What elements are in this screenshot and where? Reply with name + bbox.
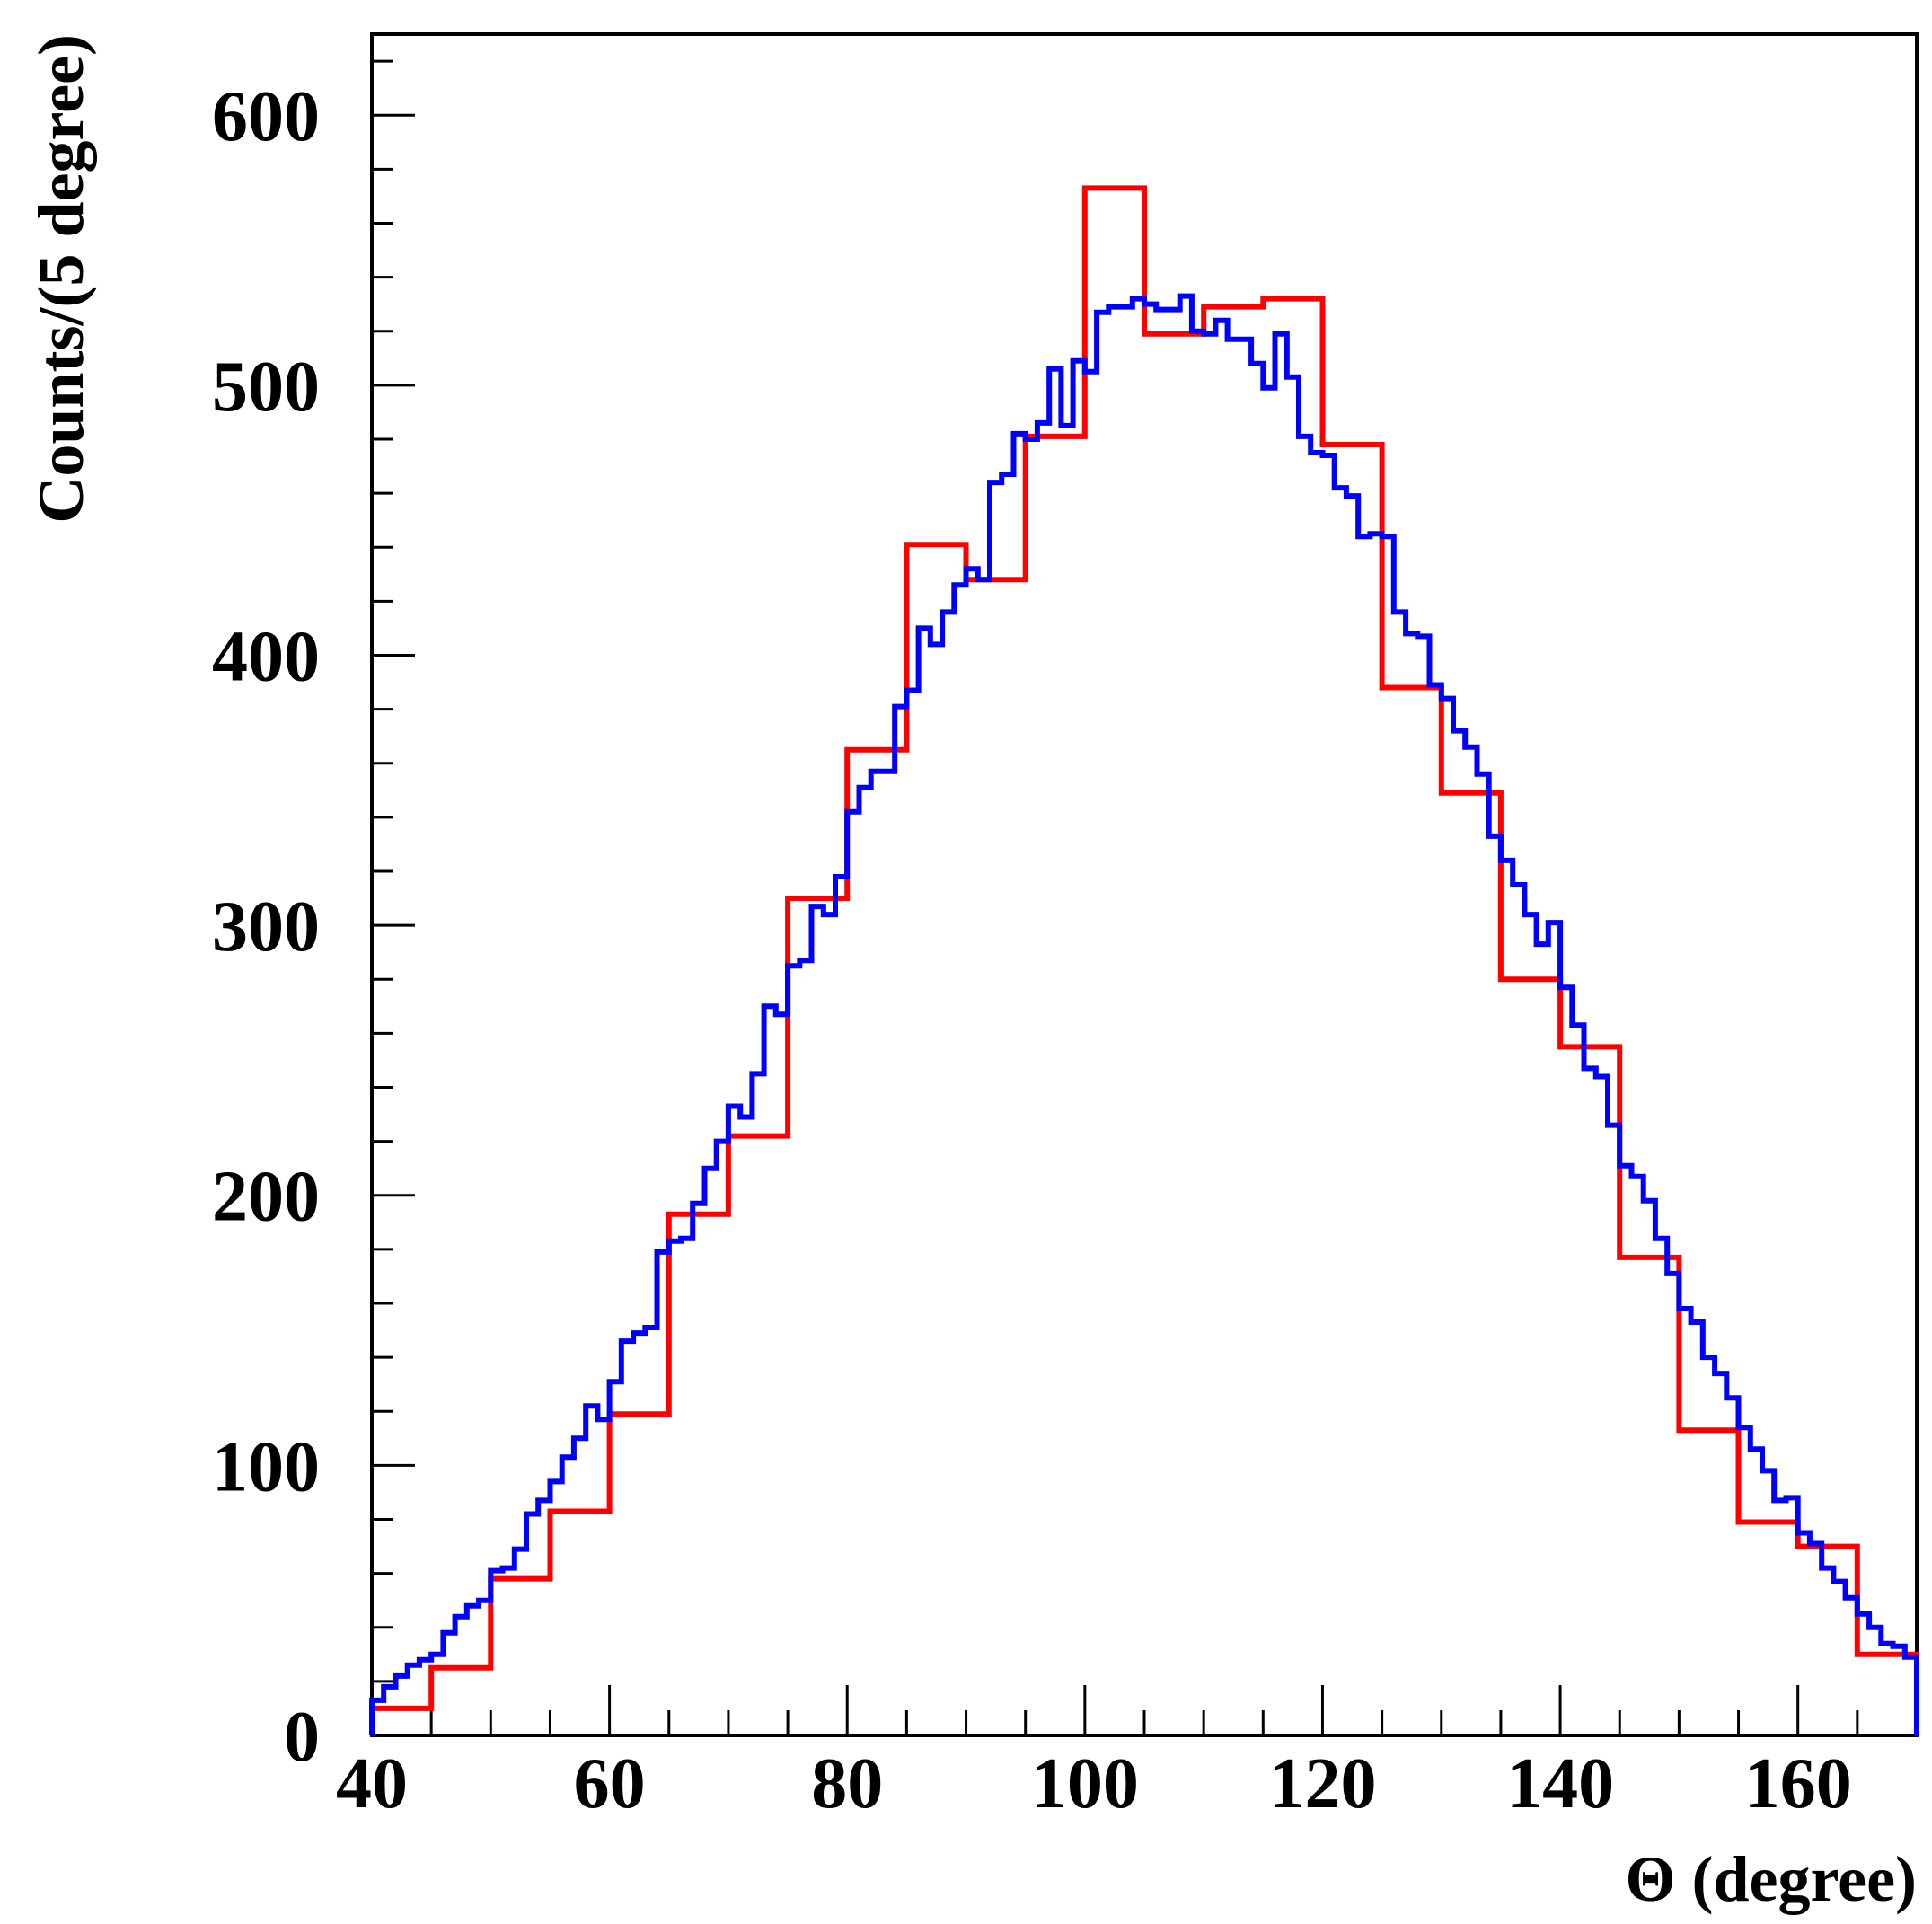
y-tick-label: 500 [212,348,320,427]
y-axis-title: Counts/(5 degree) [25,34,97,524]
x-tick-label: 160 [1744,1744,1852,1823]
y-tick-label: 0 [284,1698,320,1777]
x-tick-label: 80 [811,1744,883,1823]
histogram-series-2 [369,293,1919,1735]
y-tick-label: 600 [212,77,320,156]
x-tick-label: 60 [574,1744,646,1823]
x-tick-label: 100 [1031,1744,1139,1823]
x-axis-title: Θ (degree) [1625,1843,1917,1915]
y-tick-label: 100 [212,1427,320,1506]
histogram-series-1 [369,185,1919,1735]
x-tick-label: 40 [336,1744,408,1823]
x-tick-label: 140 [1506,1744,1614,1823]
y-tick-label: 400 [212,617,320,696]
y-tick-label: 300 [212,887,320,966]
y-tick-label: 200 [212,1158,320,1237]
x-tick-label: 120 [1268,1744,1376,1823]
